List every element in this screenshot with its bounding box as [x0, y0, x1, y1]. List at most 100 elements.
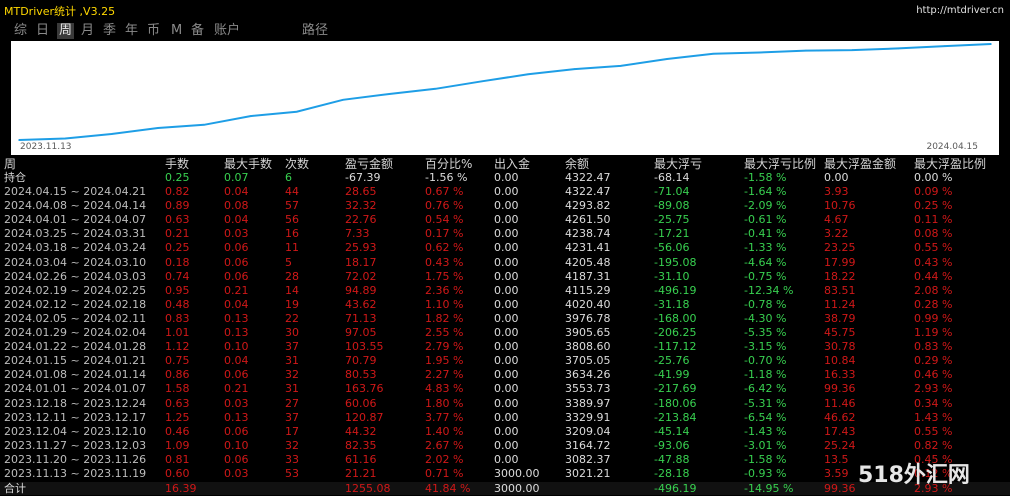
table-row-cell: 2024.02.12 ~ 2024.02.18 — [4, 297, 147, 311]
tab-10[interactable]: 路径 — [302, 23, 329, 38]
table-row-cell: 3905.65 — [565, 326, 611, 339]
table-row-cell: -1.64 % — [744, 185, 787, 198]
table-row-cell: 103.55 — [345, 340, 384, 354]
table-row-cell: 0.06 — [224, 368, 249, 382]
table-row-cell: 4187.31 — [565, 269, 611, 283]
equity-point — [619, 65, 622, 67]
table-row-cell: 94.89 — [345, 283, 377, 297]
table-row-cell: 56 — [285, 213, 299, 227]
site-link[interactable]: http://mtdriver.cn — [916, 5, 1004, 16]
table-row-cell: 1.25 — [165, 410, 190, 424]
table-row-cell: 0.60 — [165, 467, 190, 480]
table-row-cell: 0.06 — [224, 241, 249, 255]
table-row-current-cell: 0.00 — [494, 171, 519, 184]
tab-4[interactable]: 季 — [103, 23, 117, 38]
table-row-cell: 0.04 — [224, 185, 249, 198]
table-row-cell: 0.13 — [224, 311, 249, 325]
table-row-cell: 4322.47 — [565, 185, 611, 198]
table-row-cell: 0.83 % — [914, 340, 953, 354]
table-row-cell: 2024.01.15 ~ 2024.01.21 — [4, 354, 147, 368]
table-row-cell: 2024.01.29 ~ 2024.02.04 — [4, 326, 147, 339]
table-row-cell: 0.25 % — [914, 199, 953, 213]
table-row-cell: 4.67 — [824, 213, 849, 227]
table-row-cell: 3082.37 — [565, 452, 611, 466]
table-row-cell: 0.76 % — [425, 199, 464, 213]
table-row-cell: -1.33 % — [744, 241, 787, 255]
table-row-total-cell: -14.95 % — [744, 482, 794, 496]
table-row-cell: -0.61 % — [744, 213, 787, 227]
table-row-cell: 0.17 % — [425, 227, 464, 241]
table-row-cell: -0.75 % — [744, 269, 787, 283]
table-row: 2024.04.01 ~ 2024.04.07 0.63 0.04 56 22.76 0.… — [0, 213, 1010, 226]
table-row-cell: 17 — [285, 424, 299, 438]
tab-2[interactable]: 周 — [57, 23, 75, 39]
table-row-cell: 18.22 — [824, 269, 856, 283]
table-row-cell: 4238.74 — [565, 227, 611, 241]
table-row-cell: 4261.50 — [565, 213, 611, 227]
table-row-cell: -168.00 — [654, 311, 697, 325]
table-row-current-cell: -1.56 % — [425, 171, 468, 184]
equity-line-chart — [18, 43, 992, 141]
table-row-cell: -117.12 — [654, 340, 697, 354]
tab-9[interactable]: 账户 — [214, 23, 241, 38]
app-title: MTDriver统计 ,V3.25 — [4, 5, 116, 18]
tab-6[interactable]: 币 — [147, 23, 161, 38]
table-row-cell: 0.08 — [224, 199, 249, 213]
table-row-cell: 16.33 — [824, 368, 856, 382]
table-row-cell: 1.75 % — [425, 269, 464, 283]
equity-point — [527, 73, 529, 76]
table-row-cell: 80.53 — [345, 368, 377, 382]
table-header-cell: 手数 — [165, 157, 190, 171]
equity-point — [157, 127, 159, 129]
table-row-cell: 10.84 — [824, 354, 856, 368]
table-header-cell: 最大手数 — [224, 157, 273, 171]
tab-8[interactable]: 备 — [191, 23, 205, 38]
equity-point — [758, 51, 761, 54]
table-row-cell: 33 — [285, 452, 299, 466]
table-row-cell: 163.76 — [345, 382, 384, 396]
table-row-total-cell: -496.19 — [654, 482, 697, 496]
table-row-cell: 0.00 — [494, 382, 519, 396]
equity-point — [805, 49, 807, 52]
table-row-cell: 0.00 — [494, 241, 519, 255]
table-row-cell: 0.86 — [165, 368, 190, 382]
table-row-cell: 0.00 — [494, 213, 519, 227]
table-row-cell: 0.10 — [224, 340, 249, 354]
tab-0[interactable]: 综 — [14, 23, 28, 38]
table-row-cell: 0.09 % — [914, 185, 953, 198]
tab-7[interactable]: M — [171, 23, 183, 38]
table-row-cell: 3808.60 — [565, 340, 611, 354]
table-row-cell: 0.00 — [494, 269, 519, 283]
table-row-cell: 32 — [285, 438, 299, 452]
table-row-cell: 0.06 — [224, 452, 249, 466]
table-row-cell: 0.63 — [165, 396, 190, 410]
table-row-cell: -5.31 % — [744, 396, 787, 410]
table-header-cell: 次数 — [285, 157, 310, 171]
table-row-cell: 2.79 % — [425, 340, 464, 354]
table-row-cell: 0.03 — [224, 227, 249, 241]
table-row-cell: -12.34 % — [744, 283, 794, 297]
table-row-cell: 37 — [285, 410, 299, 424]
tab-1[interactable]: 日 — [36, 23, 50, 38]
table-row-cell: 0.00 — [494, 438, 519, 452]
tab-3[interactable]: 月 — [81, 23, 95, 38]
tab-5[interactable]: 年 — [125, 23, 139, 38]
table-row-cell: -31.10 — [654, 269, 690, 283]
table-row-cell: -0.41 % — [744, 227, 787, 241]
table-row-cell: -4.30 % — [744, 311, 787, 325]
table-row-cell: 2024.01.01 ~ 2024.01.07 — [4, 382, 147, 396]
table-row: 2024.02.12 ~ 2024.02.18 0.48 0.04 19 43.62 1.… — [0, 298, 1010, 311]
table-row-cell: 11.24 — [824, 297, 856, 311]
table-row-cell: 4020.40 — [565, 297, 611, 311]
table-row-cell: -45.14 — [654, 424, 690, 438]
table-row-cell: 4205.48 — [565, 255, 611, 269]
equity-point — [342, 99, 344, 101]
table-row-cell: -0.78 % — [744, 297, 787, 311]
equity-point — [851, 49, 853, 51]
table-row: 2024.03.25 ~ 2024.03.31 0.21 0.03 16 7.33 0.1… — [0, 227, 1010, 240]
table-row-cell: 43.62 — [345, 297, 377, 311]
table-row-cell: 0.00 — [494, 283, 519, 297]
table-row-cell: 4293.82 — [565, 199, 611, 213]
table-row-current-cell: 持仓 — [4, 171, 26, 184]
table-row-cell: 3.59 — [824, 467, 849, 480]
